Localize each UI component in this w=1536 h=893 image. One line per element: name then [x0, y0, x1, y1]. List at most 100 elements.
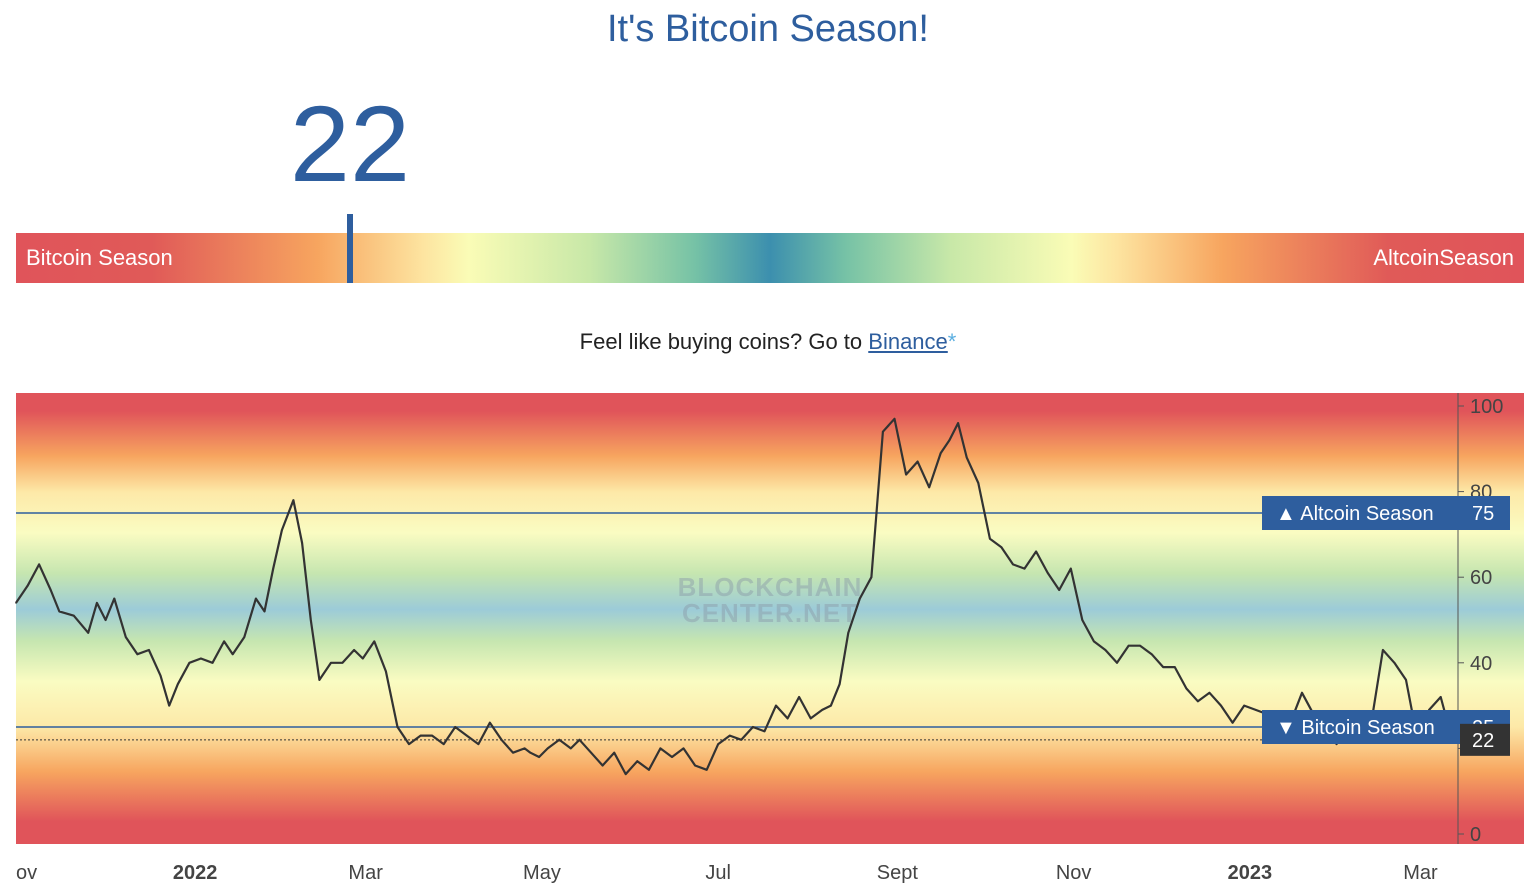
data-point [529, 751, 532, 754]
data-point [211, 662, 214, 664]
data-point [1012, 563, 1014, 566]
data-point [362, 657, 364, 660]
x-tick-label: 2022 [173, 862, 218, 884]
data-point [1174, 666, 1176, 668]
data-point [104, 619, 107, 621]
data-point [1231, 721, 1234, 724]
data-point [87, 632, 89, 634]
data-point [682, 747, 685, 750]
data-point [125, 636, 127, 638]
data-point [512, 751, 514, 754]
index-value: 22 [289, 83, 411, 204]
data-point [546, 747, 549, 750]
data-point [1081, 619, 1084, 621]
data-point [223, 640, 225, 643]
data-point [763, 730, 766, 733]
data-point [477, 743, 480, 745]
data-point [916, 460, 919, 463]
data-point [590, 751, 592, 754]
x-tick-label: May [523, 862, 561, 884]
x-tick-label: Nov [1056, 862, 1092, 884]
data-point [570, 747, 572, 750]
data-point [353, 649, 355, 651]
data-point [1070, 567, 1072, 570]
data-point [431, 734, 433, 737]
data-point [1208, 692, 1211, 694]
altcoin-season-label: AltcoinSeason [1373, 245, 1514, 270]
data-point [1104, 649, 1107, 651]
data-point [809, 717, 812, 720]
data-point [1185, 687, 1188, 690]
data-point [26, 585, 29, 587]
current-value-flag [1460, 723, 1510, 756]
data-point [870, 576, 873, 578]
x-tick-label: Jul [705, 862, 731, 884]
data-point [466, 734, 468, 737]
data-point [939, 452, 942, 454]
data-point [1382, 649, 1384, 651]
data-point [1139, 644, 1141, 647]
data-point [752, 726, 754, 728]
data-point [188, 662, 191, 664]
data-point [500, 739, 503, 741]
y-tick-label: 60 [1470, 567, 1492, 589]
data-point [624, 773, 627, 775]
data-point [419, 734, 422, 737]
promo-asterisk: * [947, 329, 957, 354]
watermark-text: BLOCKCHAIN [678, 572, 863, 602]
data-point [578, 739, 581, 741]
data-point [740, 739, 743, 741]
index-points [15, 418, 1453, 775]
data-point [454, 726, 457, 728]
data-point [1035, 550, 1037, 553]
data-point [243, 636, 246, 638]
data-point [1243, 704, 1245, 707]
promo-text: Feel like buying coins? Go to [579, 329, 869, 354]
data-point [58, 610, 61, 613]
data-point [847, 632, 850, 634]
data-point [292, 499, 295, 501]
data-point [893, 418, 896, 420]
season-gradient-bar: Bitcoin Season AltcoinSeason [16, 233, 1524, 283]
data-point [1150, 653, 1153, 655]
data-point [255, 597, 257, 600]
level-flag-value: 75 [1472, 503, 1494, 525]
x-tick-label: Mar [348, 862, 383, 884]
data-point [798, 696, 800, 698]
data-point [717, 743, 719, 745]
data-point [148, 649, 150, 651]
x-tick-label: 2023 [1228, 862, 1273, 884]
data-point [263, 610, 266, 613]
data-point [1023, 567, 1026, 570]
data-point [830, 704, 832, 707]
data-point [1000, 546, 1003, 548]
data-point [200, 657, 202, 660]
data-point [989, 537, 991, 540]
data-point [705, 769, 708, 771]
data-point [1220, 704, 1222, 707]
data-point [168, 704, 170, 707]
y-tick-label: 40 [1470, 653, 1492, 675]
data-point [636, 760, 639, 762]
data-point [1301, 692, 1303, 694]
data-point [671, 756, 673, 758]
x-tick-label: ov [16, 862, 37, 884]
data-point [113, 597, 116, 600]
data-point [1162, 666, 1164, 668]
data-point [38, 563, 40, 566]
data-point [272, 567, 275, 570]
watermark-text: CENTER.NET [682, 598, 858, 628]
x-axis: ov 2022 Mar May Jul Sept Nov 2023 Mar [16, 862, 1438, 884]
x-tick-label: Mar [1403, 862, 1438, 884]
data-point [838, 683, 841, 685]
data-point [821, 709, 823, 711]
data-point [729, 734, 731, 737]
data-point [1046, 572, 1049, 574]
data-point [1197, 700, 1199, 703]
level-flag-label: ▲ Altcoin Season [1276, 503, 1434, 525]
data-point [96, 602, 98, 604]
data-point [373, 640, 376, 643]
plot-background [16, 393, 1524, 844]
binance-link[interactable]: Binance [868, 329, 948, 354]
